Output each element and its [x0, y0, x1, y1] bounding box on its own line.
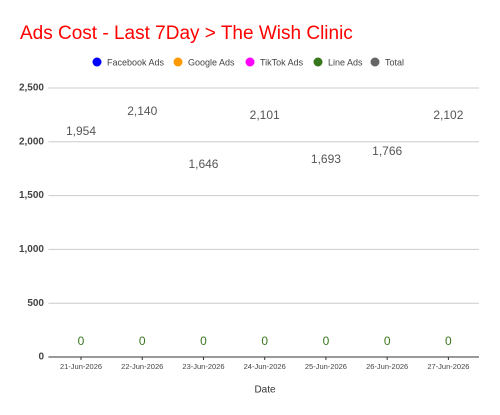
y-tick-label: 1,500: [19, 190, 44, 201]
x-tick-label: 25-Jun-2026: [305, 362, 347, 371]
data-label: 1,693: [311, 152, 341, 166]
x-tick-label: 23-Jun-2026: [182, 362, 224, 371]
legend-label: Facebook Ads: [107, 57, 165, 67]
data-label: 2,102: [433, 108, 463, 122]
x-axis-title: Date: [254, 385, 276, 396]
y-tick-label: 2,500: [19, 83, 44, 94]
legend-label: Total: [385, 57, 404, 67]
legend-marker: [173, 57, 183, 67]
legend-marker: [370, 57, 380, 67]
data-label: 0: [200, 334, 207, 348]
y-tick-label: 2,000: [19, 136, 44, 147]
y-tick-label: 500: [27, 298, 44, 309]
legend-label: Line Ads: [328, 57, 363, 67]
data-label: 2,140: [127, 104, 157, 118]
chart-title: Ads Cost - Last 7Day > The Wish Clinic: [20, 23, 353, 44]
y-tick-label: 0: [38, 352, 44, 363]
data-label: 0: [139, 334, 146, 348]
legend-label: Google Ads: [188, 57, 235, 67]
legend-marker: [245, 57, 255, 67]
data-label: 0: [445, 334, 452, 348]
x-tick-label: 27-Jun-2026: [427, 362, 469, 371]
data-label: 2,101: [250, 108, 280, 122]
data-label: 0: [261, 334, 268, 348]
y-tick-label: 1,000: [19, 244, 44, 255]
x-tick-label: 21-Jun-2026: [60, 362, 102, 371]
data-label: 1,766: [372, 144, 402, 158]
x-tick-label: 22-Jun-2026: [121, 362, 163, 371]
data-label: 1,646: [188, 157, 218, 171]
data-label: 0: [384, 334, 391, 348]
data-label: 1,954: [66, 124, 96, 138]
x-tick-label: 26-Jun-2026: [366, 362, 408, 371]
data-label: 0: [323, 334, 330, 348]
x-tick-label: 24-Jun-2026: [244, 362, 286, 371]
legend-marker: [313, 57, 323, 67]
legend-marker: [92, 57, 102, 67]
legend-label: TikTok Ads: [260, 57, 304, 67]
data-label: 0: [78, 334, 85, 348]
